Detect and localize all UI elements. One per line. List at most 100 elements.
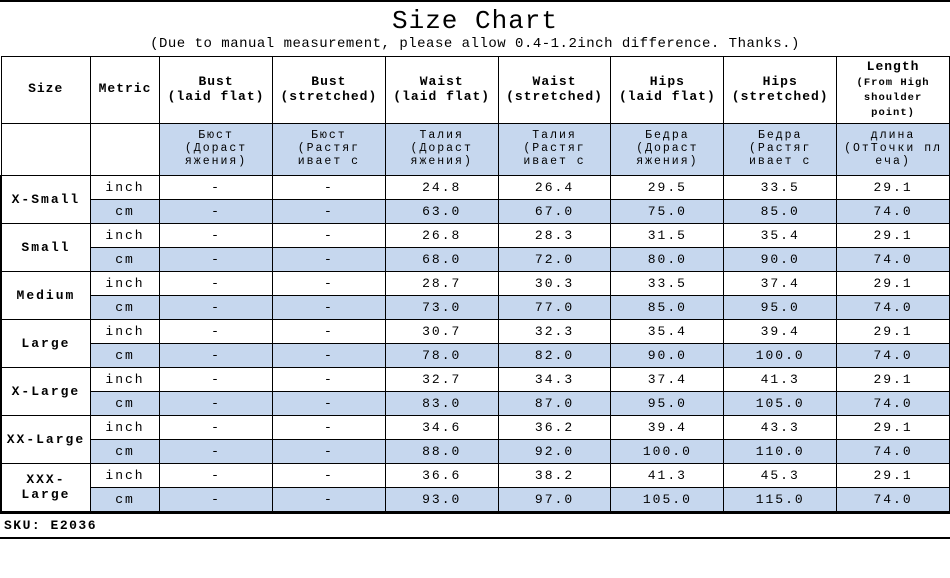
col-line1: Waist [533,74,577,89]
col-length: Length (From High shoulder point) [837,57,950,124]
value-cell: - [160,223,273,247]
col-line1: Bust [311,74,346,89]
col-line2: (stretched) [280,89,377,104]
table-row: X-Smallinch--24.826.429.533.529.1 [1,175,950,199]
table-row: cm--68.072.080.090.074.0 [1,247,950,271]
metric-cell: cm [90,295,159,319]
col-bust-flat: Bust (laid flat) [160,57,273,124]
value-cell: 35.4 [724,223,837,247]
size-cell: Large [1,319,90,367]
value-cell: - [160,343,273,367]
value-cell: - [272,343,385,367]
size-cell: Small [1,223,90,271]
sku-row: SKU: E2036 [0,512,950,537]
value-cell: 110.0 [724,439,837,463]
value-cell: 34.6 [385,415,498,439]
value-cell: 90.0 [611,343,724,367]
value-cell: 32.7 [385,367,498,391]
value-cell: - [160,487,273,511]
value-cell: 29.1 [837,367,950,391]
metric-cell: cm [90,199,159,223]
value-cell: - [272,439,385,463]
value-cell: 37.4 [724,271,837,295]
col-line1: Hips [763,74,798,89]
value-cell: - [160,415,273,439]
value-cell: 74.0 [837,295,950,319]
metric-cell: cm [90,343,159,367]
metric-cell: cm [90,439,159,463]
metric-cell: cm [90,391,159,415]
table-row: cm--83.087.095.0105.074.0 [1,391,950,415]
value-cell: 95.0 [724,295,837,319]
value-cell: - [272,487,385,511]
value-cell: - [272,175,385,199]
value-cell: 95.0 [611,391,724,415]
subhead-length: длина (ОтТочки пл еча) [837,123,950,175]
value-cell: - [160,199,273,223]
value-cell: 29.1 [837,271,950,295]
value-cell: 75.0 [611,199,724,223]
size-cell: X-Large [1,367,90,415]
value-cell: 29.1 [837,415,950,439]
value-cell: 92.0 [498,439,611,463]
table-row: XXX-Largeinch--36.638.241.345.329.1 [1,463,950,487]
value-cell: 80.0 [611,247,724,271]
value-cell: 34.3 [498,367,611,391]
value-cell: - [272,367,385,391]
value-cell: 41.3 [611,463,724,487]
metric-cell: inch [90,415,159,439]
col-line1: Length [867,59,920,74]
value-cell: 72.0 [498,247,611,271]
value-cell: 43.3 [724,415,837,439]
subhead-waist-flat: Талия (Дораст яжения) [385,123,498,175]
col-waist-flat: Waist (laid flat) [385,57,498,124]
value-cell: - [160,271,273,295]
value-cell: 83.0 [385,391,498,415]
table-row: cm--73.077.085.095.074.0 [1,295,950,319]
col-waist-stretched: Waist (stretched) [498,57,611,124]
value-cell: 36.6 [385,463,498,487]
value-cell: 33.5 [611,271,724,295]
size-cell: Medium [1,271,90,319]
value-cell: 77.0 [498,295,611,319]
col-line2: (stretched) [506,89,603,104]
value-cell: 28.3 [498,223,611,247]
metric-cell: cm [90,487,159,511]
metric-cell: inch [90,271,159,295]
value-cell: 85.0 [724,199,837,223]
col-hips-stretched: Hips (stretched) [724,57,837,124]
value-cell: - [272,295,385,319]
subhead-waist-str: Талия (Растяг ивает с [498,123,611,175]
value-cell: 74.0 [837,487,950,511]
value-cell: 45.3 [724,463,837,487]
table-row: cm--78.082.090.0100.074.0 [1,343,950,367]
value-cell: - [272,319,385,343]
col-line2: (laid flat) [393,89,490,104]
table-row: X-Largeinch--32.734.337.441.329.1 [1,367,950,391]
value-cell: 28.7 [385,271,498,295]
chart-title: Size Chart [0,6,950,36]
value-cell: 30.7 [385,319,498,343]
value-cell: 29.1 [837,319,950,343]
header-block: Size Chart (Due to manual measurement, p… [0,2,950,56]
size-chart-container: Size Chart (Due to manual measurement, p… [0,0,950,539]
value-cell: - [272,391,385,415]
value-cell: 74.0 [837,439,950,463]
value-cell: 29.1 [837,175,950,199]
table-row: cm--88.092.0100.0110.074.0 [1,439,950,463]
sku-value: E2036 [51,518,98,533]
value-cell: 39.4 [724,319,837,343]
metric-cell: cm [90,247,159,271]
metric-cell: inch [90,319,159,343]
col-line2: (laid flat) [168,89,265,104]
subhead-hips-flat: Бедра (Дораст яжения) [611,123,724,175]
value-cell: - [160,247,273,271]
value-cell: 38.2 [498,463,611,487]
value-cell: - [160,391,273,415]
metric-cell: inch [90,223,159,247]
sku-label: SKU: [4,518,41,533]
value-cell: - [160,439,273,463]
value-cell: 35.4 [611,319,724,343]
value-cell: 32.3 [498,319,611,343]
subheader-row: Бюст (Дораст яжения) Бюст (Растяг ивает … [1,123,950,175]
